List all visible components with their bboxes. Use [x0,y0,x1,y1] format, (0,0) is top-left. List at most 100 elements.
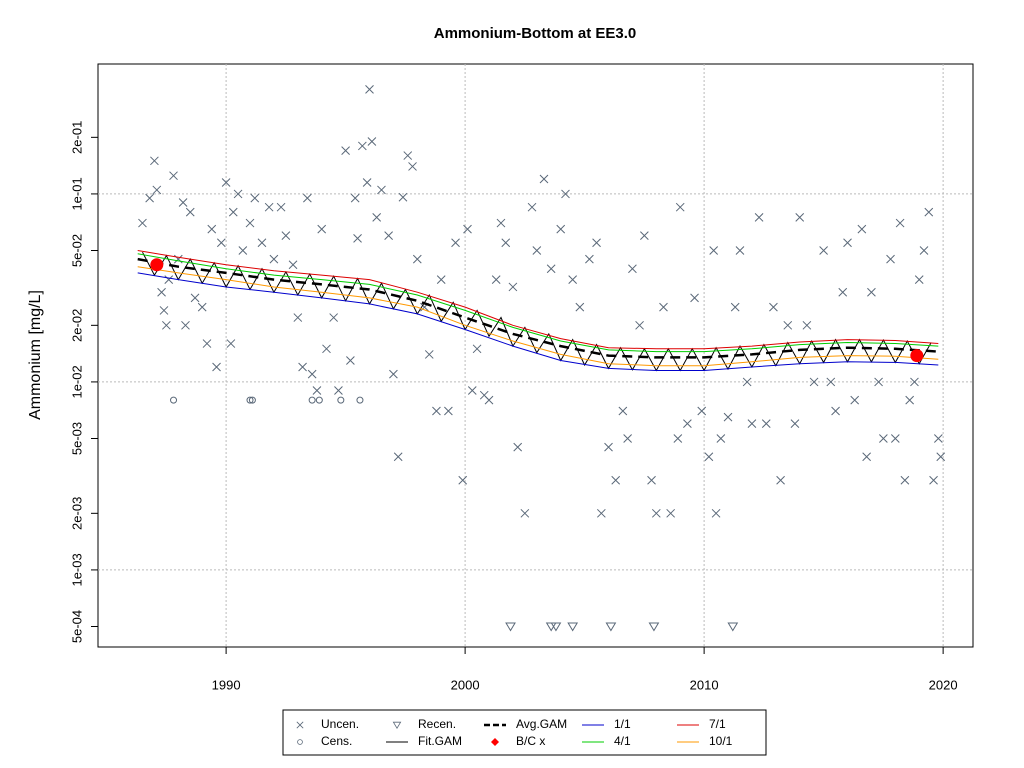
y-tick-label: 2e-03 [69,497,84,530]
point [298,362,307,372]
point [152,185,162,195]
point [550,622,562,632]
legend-label: 10/1 [709,734,733,748]
point [716,434,726,443]
point [819,246,828,255]
point [567,622,579,632]
point [432,406,441,416]
point [790,419,800,428]
legend-swatch [296,721,304,729]
point [245,218,255,228]
series-line [137,266,939,367]
point [640,231,649,240]
point [162,320,171,330]
point [929,475,938,485]
point [157,287,166,297]
y-tick-label: 1e-03 [69,553,84,586]
point [334,386,343,395]
point [250,193,260,203]
point [190,293,200,303]
point [226,339,236,348]
point [508,282,518,292]
point [173,254,183,264]
y-tick-label: 5e-03 [69,422,84,455]
series-line [137,257,939,359]
point [458,475,468,485]
point [393,452,403,462]
legend-label: 4/1 [614,734,631,748]
series-line [142,251,932,372]
point [337,396,345,404]
legend-label: B/C x [516,734,545,748]
point [257,238,267,248]
point [513,442,523,452]
point [264,202,274,212]
point [568,275,578,284]
point [575,302,585,312]
point [346,356,355,365]
point [862,452,871,462]
legend-box [282,709,767,756]
point [618,406,628,416]
point [776,475,785,485]
point [659,302,668,312]
point [329,313,339,322]
point [357,141,367,151]
point [181,320,190,330]
point [647,475,656,485]
point [403,151,413,160]
point [527,202,537,212]
point [353,234,362,243]
point [159,306,169,315]
point [723,412,733,422]
point [356,396,364,404]
y-tick-label: 2e-01 [69,121,84,154]
point [802,320,812,330]
point [145,193,154,203]
legend-label: 7/1 [709,717,726,731]
point [843,238,852,248]
point [730,302,740,312]
point [317,224,327,234]
point [496,218,506,228]
point [900,475,910,485]
point [216,238,226,248]
point [185,207,195,217]
point [783,320,793,330]
point [491,275,501,284]
point [585,254,594,264]
point [826,377,836,387]
point [838,287,848,297]
point [697,406,707,416]
point [905,395,915,405]
point [322,344,331,354]
legend-label: Uncen. [321,717,359,731]
point [384,231,393,240]
point [501,238,511,248]
point [315,396,323,404]
point [933,434,943,443]
point [850,395,860,405]
point [150,258,164,272]
point [879,434,888,443]
point [293,313,303,322]
point [532,246,542,255]
point [169,171,178,181]
legend-label: Cens. [321,734,352,748]
point [611,475,621,485]
point [651,508,661,518]
point [467,386,477,395]
point [924,207,934,217]
chart-title: Ammonium-Bottom at EE3.0 [434,25,637,42]
point [350,193,360,203]
point [623,434,632,443]
point [451,238,460,248]
point [675,202,685,212]
point [635,320,644,330]
y-tick-label: 5e-02 [69,234,84,267]
point [412,254,422,264]
point [424,350,434,359]
point [276,202,286,212]
point [472,344,482,354]
point [648,622,660,632]
